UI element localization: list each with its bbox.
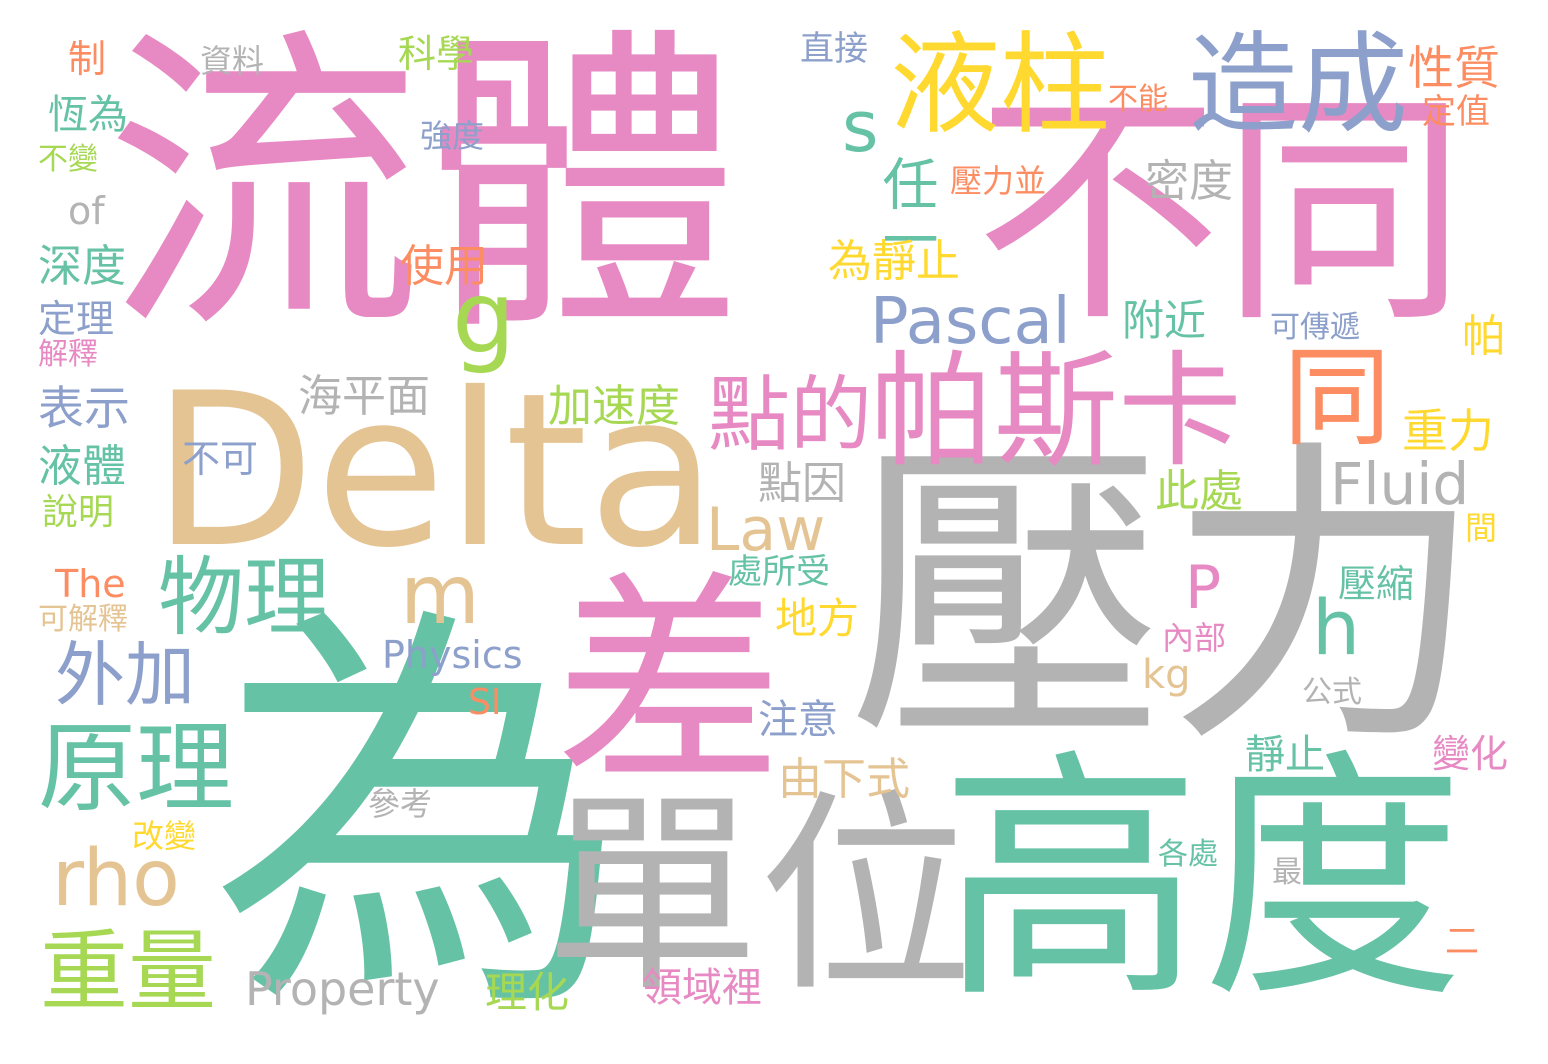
word-dingli: 定理 bbox=[38, 297, 115, 341]
word-pasika: 帕斯卡 bbox=[870, 340, 1243, 484]
word-of: of bbox=[68, 189, 105, 233]
word-shuoming: 說明 bbox=[42, 492, 115, 533]
word-gongshi: 公式 bbox=[1302, 675, 1362, 710]
word-m: m bbox=[400, 548, 480, 643]
word-wuli: 物理 bbox=[158, 548, 330, 648]
word-dingzhi: 定值 bbox=[1422, 92, 1490, 132]
word-cankao: 參考 bbox=[368, 785, 433, 823]
word-gaibian: 改變 bbox=[132, 817, 197, 855]
word-kechuandi: 可傳遞 bbox=[1270, 310, 1360, 345]
word-yalibing: 壓力並 bbox=[950, 162, 1047, 200]
word-fujin: 附近 bbox=[1122, 296, 1207, 345]
word-er: 二 bbox=[1445, 922, 1479, 962]
word-h: h bbox=[1312, 583, 1361, 672]
word-si: SI bbox=[468, 682, 502, 723]
word-biaoshi: 表示 bbox=[38, 381, 130, 435]
word-diande: 點的 bbox=[708, 368, 873, 463]
word-wei: 為 bbox=[210, 575, 630, 1064]
word-physics: Physics bbox=[382, 633, 523, 677]
word-yeti: 液體 bbox=[38, 441, 126, 492]
word-cha: 差 bbox=[555, 551, 783, 817]
word-qiangdu: 強度 bbox=[420, 117, 485, 155]
word-liuti: 流體 bbox=[105, 2, 741, 372]
word-the: The bbox=[55, 562, 126, 606]
word-dianyin: 點因 bbox=[758, 458, 846, 509]
word-yali: 壓力 bbox=[848, 414, 1484, 784]
word-kejieshi: 可解釋 bbox=[38, 602, 128, 637]
word-law: Law bbox=[706, 495, 826, 565]
word-buneng: 不能 bbox=[1108, 82, 1168, 117]
word-buke: 不可 bbox=[182, 437, 259, 481]
word-zhongli: 重力 bbox=[1402, 404, 1494, 458]
word-midu: 密度 bbox=[1145, 156, 1233, 207]
word-g: g bbox=[452, 259, 516, 376]
word-pa: 帕 bbox=[1462, 311, 1506, 362]
word-yuanli: 原理 bbox=[38, 712, 235, 826]
word-property: Property bbox=[245, 962, 440, 1016]
word-zhongliang: 重量 bbox=[40, 920, 217, 1023]
word-zaocheng: 造成 bbox=[1188, 21, 1408, 149]
word-jieshi: 解釋 bbox=[38, 337, 98, 372]
word-rho: rho bbox=[52, 834, 180, 924]
word-waijia: 外加 bbox=[55, 634, 195, 716]
word-haipingmian: 海平面 bbox=[298, 371, 430, 422]
word-renyi: 任一 bbox=[873, 155, 938, 267]
word-danwei: 單位 bbox=[545, 772, 973, 1021]
word-yasuo: 壓縮 bbox=[1338, 562, 1415, 606]
word-shiyong: 使用 bbox=[400, 241, 488, 292]
word-jingzhi: 靜止 bbox=[1245, 732, 1325, 778]
word-youxiashi: 由下式 bbox=[778, 754, 910, 805]
word-difang: 地方 bbox=[775, 594, 860, 643]
word-jiasudu: 加速度 bbox=[548, 381, 680, 432]
word-bubian: 不變 bbox=[38, 142, 98, 177]
word-yezhu: 液柱 bbox=[890, 21, 1110, 149]
word-butong: 不同 bbox=[975, 70, 1468, 356]
word-p: P bbox=[1185, 553, 1222, 623]
word-bianhua: 變化 bbox=[1432, 732, 1509, 776]
word-zui: 最 bbox=[1272, 855, 1302, 890]
word-hengwei: 恆為 bbox=[48, 92, 128, 138]
word-zhuyi: 注意 bbox=[758, 697, 838, 743]
word-kg: kg bbox=[1142, 652, 1191, 698]
word-zhijie: 直接 bbox=[800, 29, 868, 69]
word-pascal: Pascal bbox=[870, 285, 1071, 359]
word-zhi: 制 bbox=[68, 37, 107, 81]
word-lingyuli: 領域裡 bbox=[642, 965, 762, 1011]
word-delta: Delta bbox=[152, 347, 718, 594]
word-ziliao: 資料 bbox=[200, 42, 265, 80]
word-jian: 間 bbox=[1465, 509, 1498, 547]
word-fluid: Fluid bbox=[1330, 450, 1470, 518]
word-chusuoshou: 處所受 bbox=[728, 552, 830, 592]
word-cichu: 此處 bbox=[1155, 466, 1243, 517]
word-shendu: 深度 bbox=[38, 241, 126, 292]
word-kexue: 科學 bbox=[398, 32, 475, 76]
word-tong: 同 bbox=[1283, 336, 1392, 461]
word-gechu: 各處 bbox=[1158, 837, 1218, 872]
word-xingzhi: 性質 bbox=[1408, 41, 1500, 95]
word-neibu: 內部 bbox=[1162, 619, 1227, 657]
word-lihua: 理化 bbox=[485, 968, 570, 1017]
word-gaodu: 高度 bbox=[940, 728, 1464, 1033]
word-s: s bbox=[842, 86, 879, 168]
word-weijingzhi: 為靜止 bbox=[828, 236, 960, 287]
